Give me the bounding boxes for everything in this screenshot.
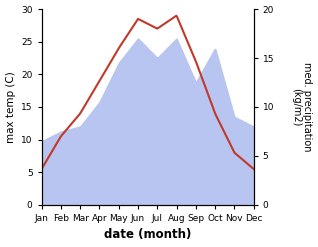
X-axis label: date (month): date (month) — [104, 228, 191, 242]
Y-axis label: max temp (C): max temp (C) — [5, 71, 16, 143]
Y-axis label: med. precipitation
(kg/m2): med. precipitation (kg/m2) — [291, 62, 313, 152]
